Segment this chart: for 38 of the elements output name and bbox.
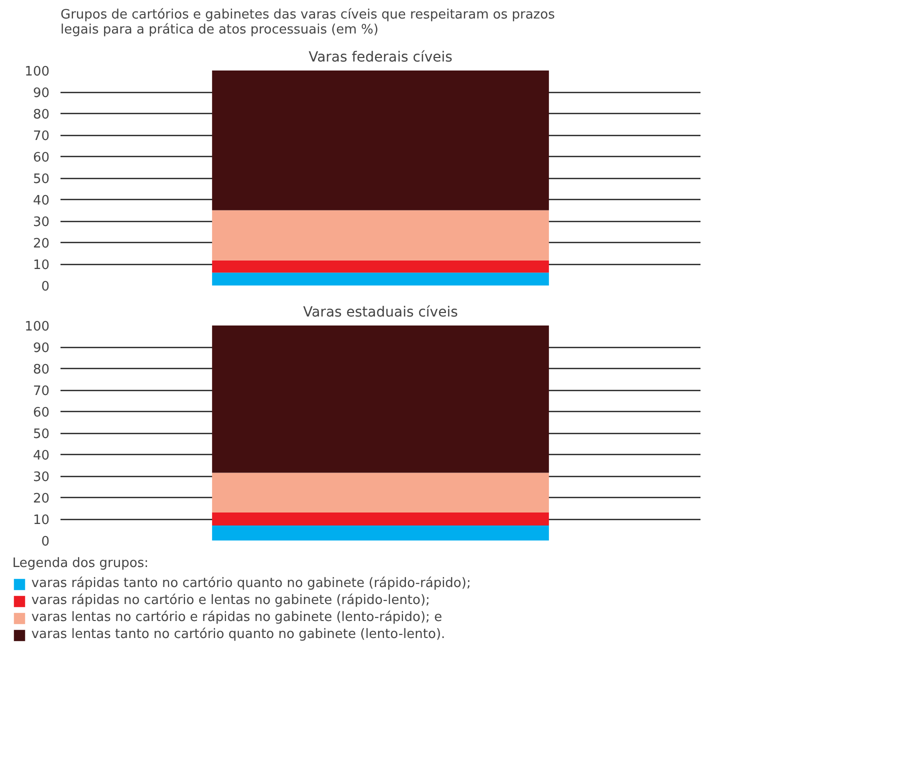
y-tick-label: 40 [32,194,50,208]
bar [212,70,549,210]
y-tick-label: 100 [24,64,50,80]
bar [212,525,549,540]
y-tick-label: 70 [32,384,50,399]
bar [212,272,549,286]
y-tick-label: 60 [32,150,50,166]
bar [212,210,549,260]
y-tick-label: 90 [32,341,50,356]
y-tick-label: 20 [32,492,50,506]
y-tick-label: 50 [32,172,50,187]
legend-title: Legenda dos grupos: [12,556,150,571]
text: Grupos de cartórios e gabinetes das varas cíveis que respeitaram os prazos legais para a prática de atos processuais (em %) [60,8,556,38]
y-tick-label: 80 [32,108,50,122]
bar [212,512,549,526]
y-tick-label: 90 [32,86,50,101]
y-tick-label: 40 [32,448,50,464]
legend-label: varas lentas no cartório e rápidas no gabinete (lento-rápido); e [31,610,442,625]
y-tick-label: 20 [32,236,50,252]
y-tick-label: 30 [32,470,50,485]
chart-title: Varas estaduais cíveis [303,304,458,320]
bar [212,260,549,273]
y-tick-label: 0 [41,534,50,550]
legend-label: varas rápidas tanto no cartório quanto no gabinete (rápido-rápido); [31,576,471,591]
legend-label: varas rápidas no cartório e lentas no gabinete (rápido-lento); [31,593,430,608]
bar [212,326,549,473]
y-tick-label: 0 [41,280,50,294]
y-tick-label: 80 [32,362,50,378]
y-tick-label: 100 [24,320,50,334]
y-tick-label: 70 [32,129,50,144]
y-tick-label: 60 [32,406,50,420]
y-tick-label: 30 [32,215,50,230]
y-tick-label: 10 [32,258,50,273]
y-tick-label: 50 [32,427,50,442]
legend-label: varas lentas tanto no cartório quanto no gabinete (lento-lento). [31,627,446,642]
bar [212,472,549,513]
y-tick-label: 10 [32,513,50,528]
chart-title: Varas federais cíveis [308,50,452,66]
